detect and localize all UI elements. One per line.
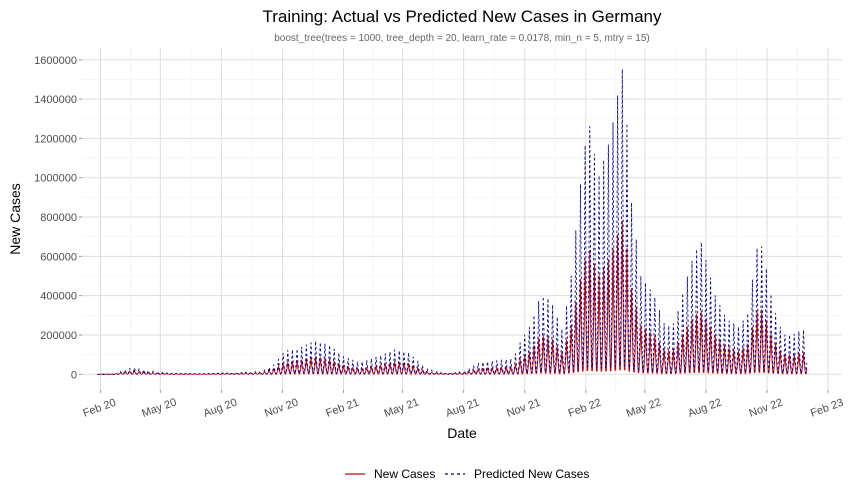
x-axis-title: Date [447,425,477,441]
x-tick-label: Feb 23 [809,397,845,420]
y-tick-label: 400000 [40,291,77,303]
x-tick-label: Nov 20 [263,397,300,420]
chart-title: Training: Actual vs Predicted New Cases … [262,7,662,26]
y-tick-label: 0 [71,369,77,381]
plot-panel [82,48,842,390]
y-tick-label: 600000 [40,251,77,263]
y-axis-title: New Cases [7,183,23,255]
y-tick-label: 1600000 [34,55,77,67]
series-layer [97,68,808,375]
y-tick-label: 800000 [40,212,77,224]
legend-label: Predicted New Cases [474,467,589,481]
y-axis: 0 200000 400000 600000 800000 1000000 1200000 1… [34,55,82,381]
x-tick-label: May 20 [140,396,178,420]
x-tick-label: Aug 21 [444,397,481,420]
x-tick-label: Aug 20 [202,397,239,420]
x-tick-label: May 22 [625,396,663,420]
x-tick-label: Feb 22 [567,397,603,420]
y-tick-label: 200000 [40,330,77,342]
legend: New Cases Predicted New Cases [345,467,589,481]
y-tick-label: 1000000 [34,173,77,185]
chart-subtitle: boost_tree(trees = 1000, tree_depth = 20… [274,33,650,44]
grid-minor [82,48,842,390]
x-tick-label: Nov 21 [505,397,542,420]
series-line-predicted-new-cases [97,68,808,375]
x-tick-label: Feb 21 [324,397,360,420]
x-tick-label: Nov 22 [748,397,785,420]
x-tick-label: May 21 [383,396,421,420]
x-tick-label: Aug 22 [686,397,723,420]
x-tick-label: Feb 20 [81,397,117,420]
y-tick-label: 1200000 [34,133,77,145]
y-tick-label: 1400000 [34,94,77,106]
x-axis: Feb 20 May 20 Aug 20 Nov 20 Feb 21 May 21 Aug … [81,390,845,420]
legend-label: New Cases [374,467,435,481]
